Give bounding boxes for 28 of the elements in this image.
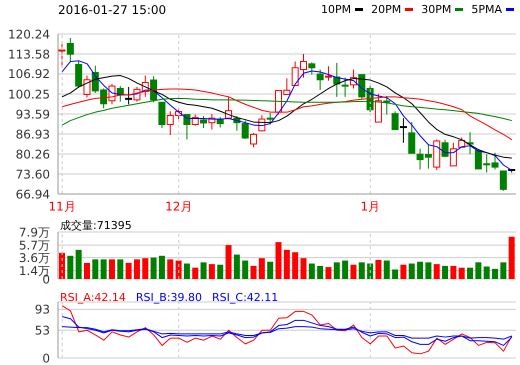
annotation: RSI_B:39.80 — [136, 291, 202, 304]
legend-label: 20PM — [371, 3, 402, 16]
y-tick-label: 93.59 — [16, 107, 50, 122]
legend-label: 30PM — [421, 3, 452, 16]
y-tick-label: 0 — [42, 351, 50, 365]
y-tick-label: 1.4万 — [18, 264, 50, 278]
y-tick-label: 7.9万 — [18, 225, 50, 240]
y-tick-label: 5.7万 — [18, 238, 50, 252]
y-tick-label: 53 — [34, 324, 50, 338]
y-tick-label: 80.26 — [16, 147, 50, 162]
legend-label: 5PMA — [471, 3, 502, 16]
x-tick-label: 1月 — [360, 200, 380, 214]
y-tick-label: 86.93 — [16, 127, 50, 142]
legend-label: 10PM — [320, 3, 352, 16]
y-tick-label: 93 — [34, 302, 50, 317]
annotation: RSI_A:42.14 — [60, 291, 126, 304]
y-tick-label: 113.58 — [8, 47, 50, 62]
y-tick-label: 66.94 — [16, 187, 50, 202]
y-tick-label: 100.25 — [8, 87, 50, 102]
y-tick-label: 106.92 — [8, 67, 50, 82]
chart-title: 2016-01-27 15:00 — [58, 3, 166, 17]
annotation: RSI_C:42.11 — [212, 291, 278, 304]
x-tick-label: 12月 — [165, 200, 192, 214]
y-tick-label: 73.60 — [16, 167, 50, 182]
y-tick-label: 3.6万 — [18, 250, 50, 265]
text: 成交量:71395 — [60, 218, 132, 233]
x-tick-label: 11月 — [48, 200, 76, 214]
y-tick-label: 120.24 — [8, 27, 50, 42]
